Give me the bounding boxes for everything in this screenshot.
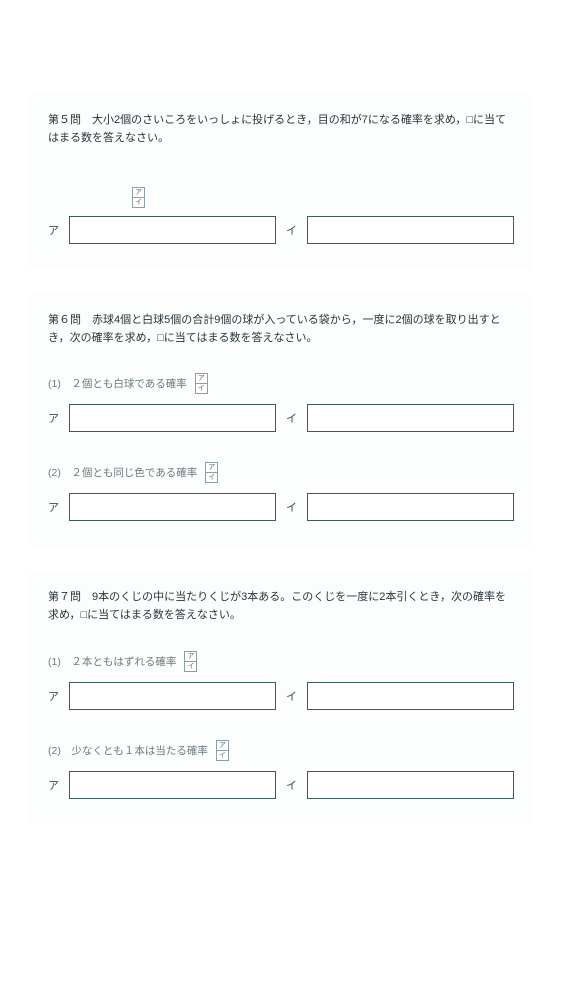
- answer-input-i[interactable]: [307, 493, 514, 521]
- answer-row: ア イ: [48, 682, 514, 710]
- fraction-indicator: ア イ: [216, 740, 229, 761]
- fraction-num: ア: [205, 462, 218, 473]
- q6-sub-2: (2) ２個とも同じ色である確率 ア イ ア イ: [48, 462, 514, 521]
- sub-q-label: (1) ２個とも白球である確率 ア イ: [48, 373, 514, 394]
- answer-input-i[interactable]: [307, 771, 514, 799]
- answer-input-i[interactable]: [307, 216, 514, 244]
- fraction-num: ア: [132, 187, 145, 198]
- answer-label-a: ア: [48, 688, 59, 704]
- sub-q-label: (1) ２本ともはずれる確率 ア イ: [48, 651, 514, 672]
- fraction-num: ア: [216, 740, 229, 751]
- answer-row: ア イ: [48, 771, 514, 799]
- answer-input-i[interactable]: [307, 682, 514, 710]
- fraction-indicator: ア イ: [195, 373, 208, 394]
- answer-input-a[interactable]: [69, 404, 276, 432]
- fraction-den: イ: [216, 751, 229, 761]
- answer-label-i: イ: [286, 222, 297, 238]
- fraction-indicator: ア イ: [205, 462, 218, 483]
- fraction-indicator: ア イ: [184, 651, 197, 672]
- answer-input-a[interactable]: [69, 771, 276, 799]
- fraction-den: イ: [195, 384, 208, 394]
- answer-label-i: イ: [286, 410, 297, 426]
- q7-sub-2: (2) 少なくとも１本は当たる確率 ア イ ア イ: [48, 740, 514, 799]
- question-7-title: 第７問 9本のくじの中に当たりくじが3本ある。このくじを一度に2本引くとき，次の…: [48, 589, 514, 624]
- answer-row: ア イ: [48, 493, 514, 521]
- answer-label-a: ア: [48, 499, 59, 515]
- answer-row: ア イ: [48, 404, 514, 432]
- q6-sub-1: (1) ２個とも白球である確率 ア イ ア イ: [48, 373, 514, 432]
- q7-sub-1: (1) ２本ともはずれる確率 ア イ ア イ: [48, 651, 514, 710]
- answer-input-a[interactable]: [69, 682, 276, 710]
- answer-label-i: イ: [286, 499, 297, 515]
- answer-label-i: イ: [286, 777, 297, 793]
- answer-label-a: ア: [48, 222, 59, 238]
- fraction-den: イ: [184, 662, 197, 672]
- sub-q-text: (2) ２個とも同じ色である確率: [48, 465, 197, 480]
- fraction-indicator: ア イ: [132, 187, 514, 208]
- fraction-num: ア: [184, 651, 197, 662]
- answer-input-i[interactable]: [307, 404, 514, 432]
- question-6-block: 第６問 赤球4個と白球5個の合計9個の球が入っている袋から，一度に2個の球を取り…: [30, 294, 532, 547]
- answer-label-a: ア: [48, 777, 59, 793]
- question-5-block: 第５問 大小2個のさいころをいっしょに投げるとき，目の和が7になる確率を求め，□…: [30, 94, 532, 270]
- answer-row: ア イ: [48, 216, 514, 244]
- sub-q-label: (2) ２個とも同じ色である確率 ア イ: [48, 462, 514, 483]
- fraction-den: イ: [205, 473, 218, 483]
- top-spacer: [0, 0, 562, 94]
- answer-label-i: イ: [286, 688, 297, 704]
- sub-q-text: (1) ２本ともはずれる確率: [48, 654, 176, 669]
- question-5-title: 第５問 大小2個のさいころをいっしょに投げるとき，目の和が7になる確率を求め，□…: [48, 112, 514, 147]
- answer-input-a[interactable]: [69, 216, 276, 244]
- fraction-num: ア: [195, 373, 208, 384]
- sub-q-text: (1) ２個とも白球である確率: [48, 376, 187, 391]
- sub-q-text: (2) 少なくとも１本は当たる確率: [48, 743, 208, 758]
- answer-input-a[interactable]: [69, 493, 276, 521]
- answer-label-a: ア: [48, 410, 59, 426]
- fraction-den: イ: [132, 198, 145, 208]
- question-7-block: 第７問 9本のくじの中に当たりくじが3本ある。このくじを一度に2本引くとき，次の…: [30, 571, 532, 824]
- sub-q-label: (2) 少なくとも１本は当たる確率 ア イ: [48, 740, 514, 761]
- question-6-title: 第６問 赤球4個と白球5個の合計9個の球が入っている袋から，一度に2個の球を取り…: [48, 312, 514, 347]
